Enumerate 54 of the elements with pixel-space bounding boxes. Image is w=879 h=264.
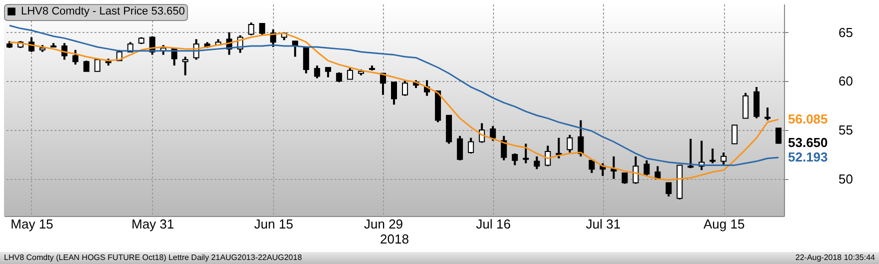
candlestick (248, 22, 254, 36)
candlestick (688, 138, 694, 170)
candlestick (720, 152, 727, 166)
candlestick (391, 81, 397, 106)
candlestick (742, 92, 749, 120)
y-tick-label: 55 (838, 122, 853, 138)
candlestick (259, 22, 266, 36)
text: 53.650 (788, 135, 828, 150)
x-tick-label: Jun 29 (364, 216, 404, 232)
x-axis-title: 2018 (380, 232, 409, 246)
candlestick (61, 42, 68, 61)
candlestick (534, 155, 540, 170)
candlestick (83, 60, 90, 72)
candlestick (468, 136, 474, 154)
candlestick (512, 152, 518, 166)
candlestick (632, 155, 639, 185)
candlestick (578, 119, 584, 158)
candlestick (764, 106, 771, 122)
candlestick (72, 48, 78, 66)
legend-label: LHV8 Comdty - Last Price 53.650 (21, 6, 185, 18)
candlestick (402, 79, 408, 97)
data-label: 56.085 (788, 111, 828, 126)
candlestick (336, 71, 342, 84)
candlestick (644, 159, 650, 177)
candlestick (622, 172, 628, 185)
x-tick-label: Jul 16 (476, 216, 511, 232)
candlestick (610, 155, 617, 180)
candlestick (325, 66, 332, 78)
candlestick (588, 159, 595, 174)
candlestick (490, 125, 496, 142)
candlestick (556, 136, 562, 160)
candlestick (182, 56, 188, 76)
x-tick-label: Jun 15 (254, 216, 294, 232)
y-tick-label: 50 (838, 171, 853, 186)
x-tick-label: May 15 (10, 216, 54, 232)
y-tick-label: 65 (838, 24, 853, 40)
candlestick (732, 124, 738, 144)
candlestick (710, 148, 716, 164)
candlestick (566, 134, 573, 154)
candlestick (456, 134, 463, 162)
y-tick-label: 60 (838, 74, 853, 89)
candlestick (522, 142, 529, 164)
data-label: 52.193 (788, 149, 828, 164)
text: 22-Aug-2018 10:35:44 (795, 252, 875, 264)
candlestick (500, 134, 507, 162)
x-tick-label: May 31 (131, 216, 174, 232)
candlestick (314, 64, 320, 80)
x-tick-label: Jul 31 (586, 216, 621, 232)
x-tick-label: Aug 15 (703, 216, 745, 232)
text: LHV8 Comdty (LEAN HOGS FUTURE Oct18) Lettre Daily 21AUG2013-22AUG2018 (4, 252, 302, 264)
candlestick (347, 66, 354, 80)
candlestick (666, 182, 672, 198)
candlestick (94, 58, 100, 72)
candlestick (303, 46, 310, 74)
